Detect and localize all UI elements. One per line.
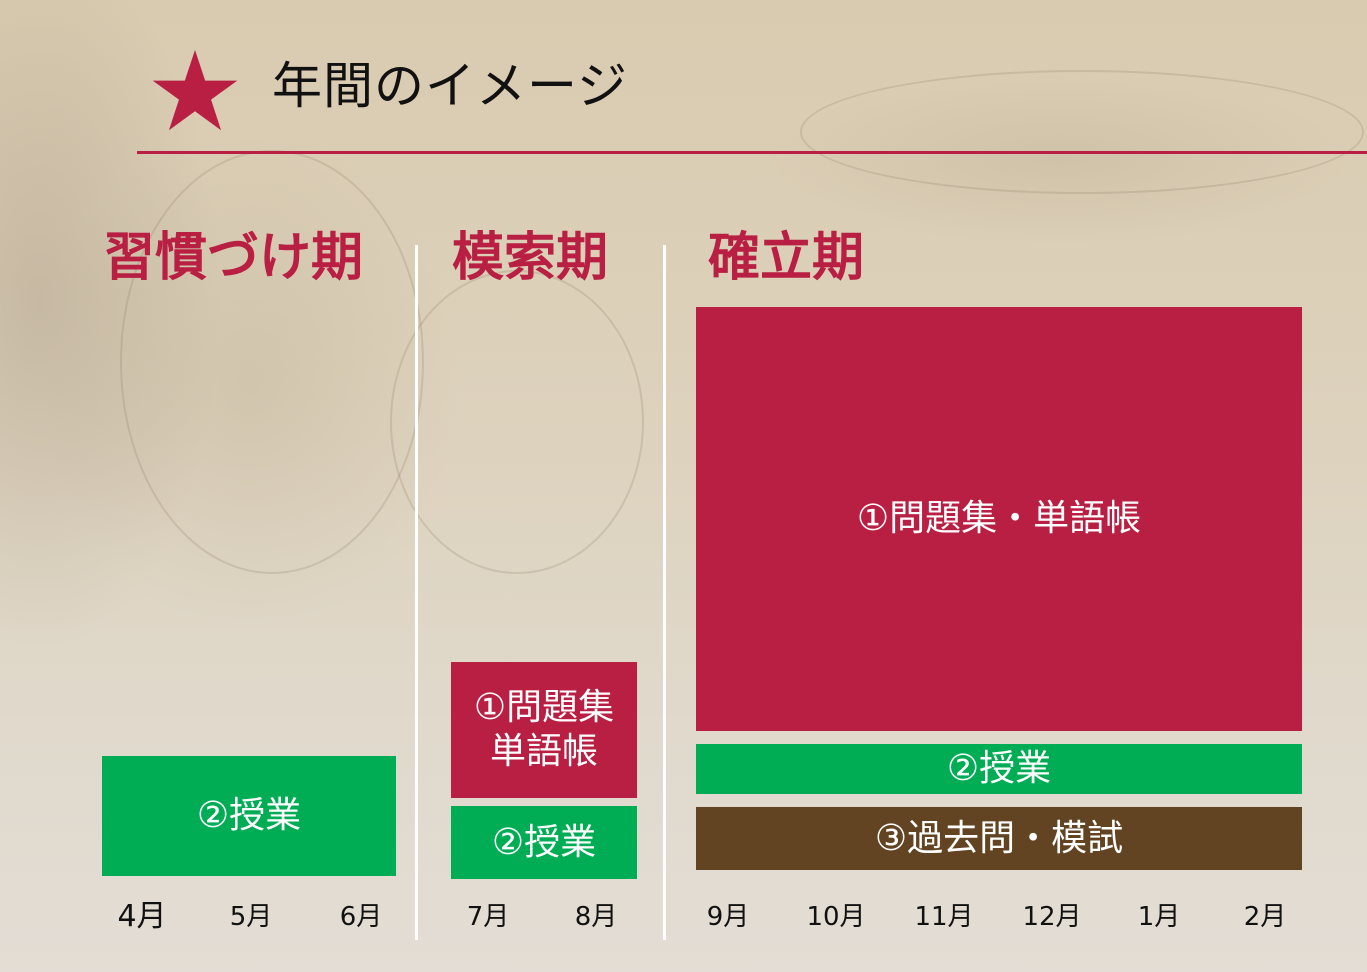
page-title: 年間のイメージ	[272, 57, 628, 115]
phase-heading-exploration: 模索期	[452, 228, 609, 288]
month-label-jul: 7月	[466, 902, 510, 932]
month-label-aug: 8月	[574, 902, 618, 932]
block-class-phase1: ②授業	[102, 756, 396, 876]
title-underline	[137, 151, 1367, 154]
phase-heading-establishment: 確立期	[708, 228, 865, 288]
phase-divider-1	[415, 245, 418, 940]
block-class-phase3: ②授業	[696, 744, 1302, 794]
block-label-line2: 単語帳	[489, 731, 598, 772]
month-label-feb: 2月	[1243, 902, 1287, 932]
month-label-jun: 6月	[339, 902, 383, 932]
block-drills-phase3: ①問題集・単語帳	[696, 307, 1302, 731]
month-label-may: 5月	[229, 902, 273, 932]
block-label: ③過去問・模試	[874, 817, 1124, 859]
month-label-apr: 4月	[117, 899, 167, 934]
background-balloon-sketch-2	[390, 270, 644, 574]
month-label-sep: 9月	[706, 902, 750, 932]
phase-heading-habit: 習慣づけ期	[103, 228, 364, 288]
block-class-phase2: ②授業	[451, 806, 637, 879]
month-label-jan: 1月	[1137, 902, 1181, 932]
star-icon	[152, 50, 238, 131]
block-label-line1: ①問題集	[473, 687, 615, 728]
month-label-nov: 11月	[914, 902, 974, 932]
block-label: ②授業	[946, 748, 1052, 789]
block-label: ②授業	[196, 795, 302, 836]
block-past-exams-phase3: ③過去問・模試	[696, 807, 1302, 870]
block-drills-phase2: ①問題集 単語帳	[451, 662, 637, 798]
phase-divider-2	[663, 245, 666, 940]
background-airship-sketch	[800, 70, 1364, 194]
month-label-oct: 10月	[806, 902, 866, 932]
block-label: ①問題集・単語帳	[856, 498, 1142, 539]
block-label: ②授業	[491, 821, 597, 863]
background-balloon-sketch	[120, 150, 424, 574]
month-label-dec: 12月	[1022, 902, 1082, 932]
